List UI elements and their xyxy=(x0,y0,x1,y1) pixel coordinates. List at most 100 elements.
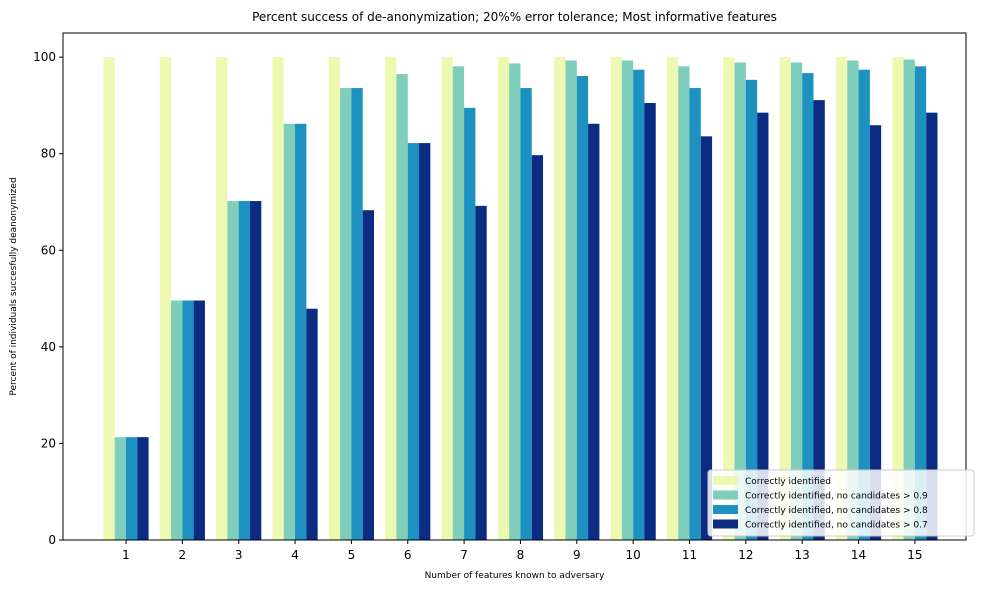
legend-label: Correctly identified, no candidates > 0.… xyxy=(745,492,928,502)
bar-series1-4 xyxy=(272,57,284,541)
x-tick-label: 1 xyxy=(122,548,130,562)
bar-series4-3 xyxy=(250,201,262,540)
x-tick-label: 5 xyxy=(348,548,356,562)
bar-series4-8 xyxy=(531,155,544,541)
y-axis-label: Percent of individuals succesfully deano… xyxy=(9,177,19,395)
bar-series2-1 xyxy=(114,437,126,540)
legend-label: Correctly identified, no candidates > 0.… xyxy=(745,506,928,516)
bar-series3-1 xyxy=(126,437,138,540)
x-tick-label: 15 xyxy=(907,548,922,562)
bar-series3-7 xyxy=(464,107,476,540)
bar-series2-8 xyxy=(509,63,521,541)
bar-series3-14 xyxy=(858,69,870,540)
bar-series3-9 xyxy=(576,75,589,540)
bar-series4-2 xyxy=(193,300,205,540)
chart-title: Percent success of de-anonymization; 20%… xyxy=(252,10,777,24)
y-axis: 0 20 40 60 80 100 xyxy=(33,50,63,547)
bar-series4-10 xyxy=(644,103,656,540)
bar-series2-5 xyxy=(340,88,352,540)
x-tick-label: 11 xyxy=(682,548,697,562)
x-tick-label: 6 xyxy=(404,548,412,562)
bar-series3-3 xyxy=(238,201,250,540)
legend-swatch xyxy=(713,519,738,529)
bar-series2-9 xyxy=(565,60,577,540)
bar-series1-12 xyxy=(723,57,735,541)
bar-series4-6 xyxy=(419,143,431,540)
x-tick-label: 7 xyxy=(460,548,468,562)
bar-series2-14 xyxy=(847,60,859,540)
bar-series4-14 xyxy=(869,125,882,541)
series-4 xyxy=(137,100,938,541)
legend-swatch xyxy=(713,490,738,500)
bar-series2-11 xyxy=(678,66,690,541)
x-tick-label: 12 xyxy=(738,548,753,562)
bar-series1-9 xyxy=(554,57,566,541)
bar-series2-3 xyxy=(227,201,239,540)
bar-series1-11 xyxy=(666,57,679,541)
bar-series3-12 xyxy=(745,79,758,540)
legend-item: Correctly identified xyxy=(713,476,831,487)
x-tick-label: 9 xyxy=(573,548,581,562)
bar-series4-9 xyxy=(588,123,600,540)
legend-box xyxy=(707,469,975,537)
bar-series3-10 xyxy=(633,69,645,540)
bar-series3-11 xyxy=(689,88,701,540)
y-tick-label: 0 xyxy=(48,533,56,547)
x-tick-label: 14 xyxy=(851,548,866,562)
x-axis-label: Number of features known to adversary xyxy=(425,571,606,581)
bar-series3-8 xyxy=(520,88,532,540)
x-tick-label: 10 xyxy=(626,548,641,562)
bar-series1-2 xyxy=(159,57,172,541)
bar-series2-15 xyxy=(903,59,915,541)
bar-series3-13 xyxy=(802,73,814,540)
bar-series1-3 xyxy=(216,57,228,541)
bar-series2-13 xyxy=(790,62,803,540)
bar-series3-6 xyxy=(407,143,420,540)
y-tick-label: 100 xyxy=(33,50,56,64)
series-1 xyxy=(103,57,904,541)
bar-series3-4 xyxy=(295,123,307,540)
bar-series2-7 xyxy=(452,66,465,541)
bar-series1-13 xyxy=(779,57,791,541)
y-tick-label: 20 xyxy=(41,436,56,450)
legend-swatch xyxy=(713,505,738,514)
x-tick-label: 8 xyxy=(517,548,525,562)
bar-series1-14 xyxy=(835,57,848,541)
bar-series1-5 xyxy=(328,57,341,541)
series-2 xyxy=(114,59,915,541)
x-axis: 1 2 3 4 5 6 7 8 9 10 11 12 13 14 15 xyxy=(122,540,923,562)
bar-series4-15 xyxy=(926,112,938,541)
bar-series2-10 xyxy=(621,60,634,540)
plot-frame xyxy=(62,32,967,541)
bar-series4-4 xyxy=(306,308,318,540)
bar-series1-15 xyxy=(892,57,904,541)
x-tick-label: 2 xyxy=(179,548,187,562)
series-3 xyxy=(126,66,927,541)
legend-swatch xyxy=(713,476,738,485)
bar-series1-7 xyxy=(441,57,453,541)
bar-series1-6 xyxy=(385,57,397,541)
legend-item: Correctly identified, no candidates > 0.… xyxy=(713,490,928,502)
bar-series1-1 xyxy=(103,57,115,541)
legend-label: Correctly identified, no candidates > 0.… xyxy=(745,521,928,531)
legend-item: Correctly identified, no candidates > 0.… xyxy=(713,505,928,516)
bar-series4-12 xyxy=(757,112,769,541)
legend: Correctly identified Correctly identified… xyxy=(707,469,975,537)
plot-area xyxy=(62,32,967,541)
y-tick-label: 60 xyxy=(41,243,56,257)
bar-series3-5 xyxy=(351,88,363,540)
bar-series1-8 xyxy=(497,57,510,541)
legend-item: Correctly identified, no candidates > 0.… xyxy=(713,519,928,531)
bar-series4-13 xyxy=(813,100,825,541)
y-tick-label: 80 xyxy=(41,147,56,161)
legend-label: Correctly identified xyxy=(745,477,831,487)
bar-series4-1 xyxy=(137,437,149,540)
bar-series2-2 xyxy=(171,300,183,540)
x-tick-label: 3 xyxy=(235,548,243,562)
y-tick-label: 40 xyxy=(41,340,56,354)
bar-series4-5 xyxy=(362,210,374,541)
bar-series3-15 xyxy=(914,66,927,541)
bar-series2-6 xyxy=(396,74,408,541)
bar-series4-7 xyxy=(475,205,487,540)
